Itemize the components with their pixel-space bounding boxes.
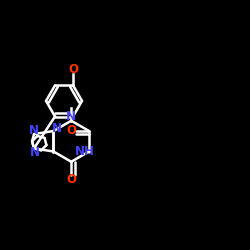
Text: NH: NH [74, 145, 94, 158]
Text: N: N [66, 110, 76, 123]
Text: O: O [68, 62, 78, 76]
Text: N: N [30, 146, 40, 160]
Text: N: N [29, 124, 39, 136]
Text: O: O [66, 173, 76, 186]
Text: O: O [66, 124, 76, 138]
Text: N: N [52, 122, 62, 135]
